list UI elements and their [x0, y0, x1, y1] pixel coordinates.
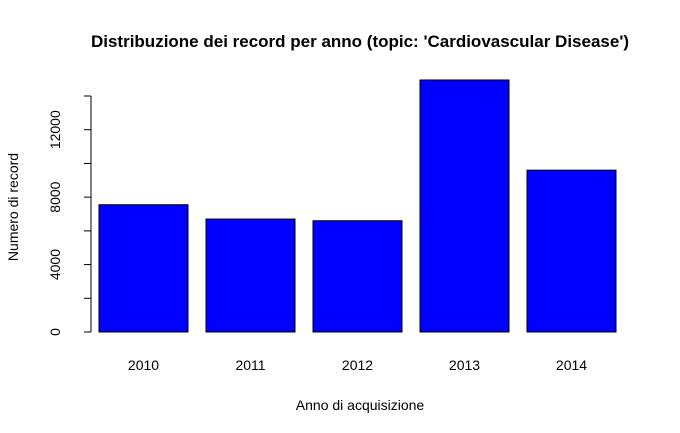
y-axis-label: Numero di record: [5, 153, 21, 261]
bar-2010: [98, 204, 189, 333]
x-tick-labels: 2010 2011 2012 2013 2014: [128, 357, 587, 373]
bar-2013: [419, 79, 510, 333]
x-axis-label: Anno di acquisizione: [296, 397, 425, 413]
bar-2012: [312, 220, 403, 333]
y-tick-label: 4000: [47, 249, 63, 280]
bars-group: [98, 79, 617, 333]
x-tick-label: 2014: [556, 357, 587, 373]
chart-title: Distribuzione dei record per anno (topic…: [91, 32, 629, 51]
x-tick-label: 2010: [128, 357, 159, 373]
bar-2014: [526, 169, 617, 333]
y-axis: 0 4000 8000 12000: [47, 95, 92, 336]
x-tick-label: 2012: [342, 357, 373, 373]
x-tick-label: 2013: [449, 357, 480, 373]
y-tick-label: 8000: [47, 181, 63, 212]
bar-2011: [205, 218, 296, 333]
y-tick-label: 0: [47, 328, 63, 336]
x-tick-label: 2011: [235, 357, 265, 373]
y-tick-label: 12000: [47, 110, 63, 149]
